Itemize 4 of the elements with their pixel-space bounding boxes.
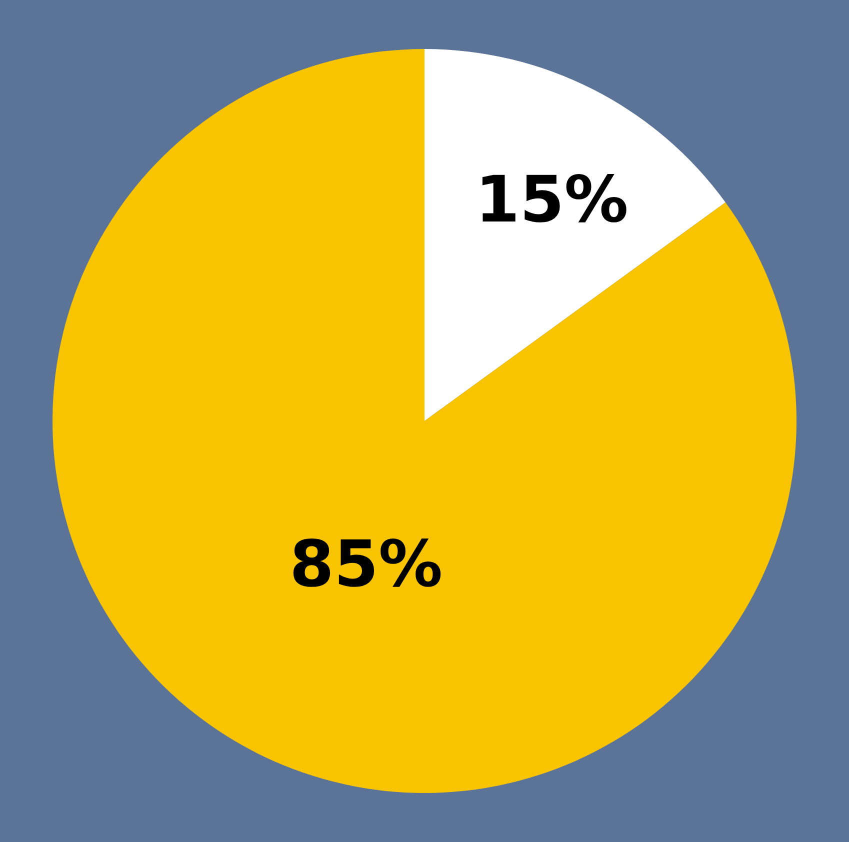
pie-slice <box>424 49 726 421</box>
data-label: 85% <box>289 528 443 602</box>
data-label: 15% <box>475 164 628 238</box>
pie-slice <box>52 49 796 793</box>
